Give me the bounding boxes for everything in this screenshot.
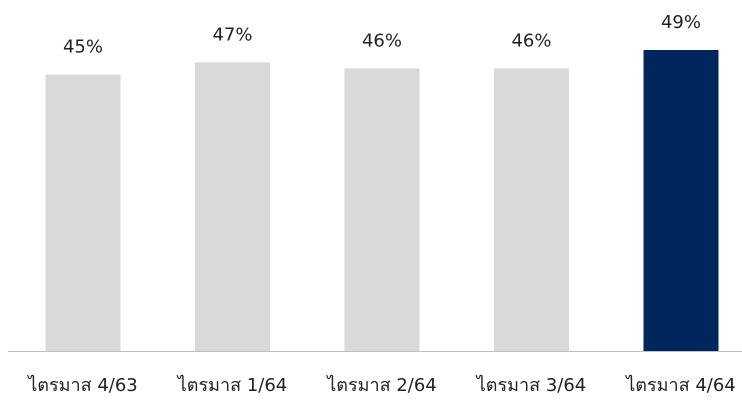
category-label-4: ไตรมาส 3/64 (475, 374, 587, 396)
value-label-1: 45% (63, 37, 103, 58)
category-label-1: ไตรมาส 4/63 (26, 374, 138, 396)
bars-layer (45, 50, 719, 352)
bar-3 (344, 68, 420, 352)
value-label-2: 47% (212, 24, 252, 45)
category-labels-layer: ไตรมาส 4/63 ไตรมาส 1/64 ไตรมาส 2/64 ไตรมาส … (26, 374, 736, 396)
category-label-2: ไตรมาส 1/64 (176, 374, 288, 396)
bar-4 (494, 68, 569, 352)
value-labels-layer: 45% 47% 46% 46% 49% (63, 12, 701, 58)
value-label-4: 46% (511, 30, 551, 51)
bar-2 (195, 62, 270, 352)
category-label-5: ไตรมาส 4/64 (624, 374, 736, 396)
bar-5 (643, 50, 719, 351)
bar-1 (45, 74, 121, 351)
value-label-3: 46% (362, 30, 402, 51)
value-label-5: 49% (661, 12, 701, 33)
category-label-3: ไตรมาส 2/64 (325, 374, 437, 396)
